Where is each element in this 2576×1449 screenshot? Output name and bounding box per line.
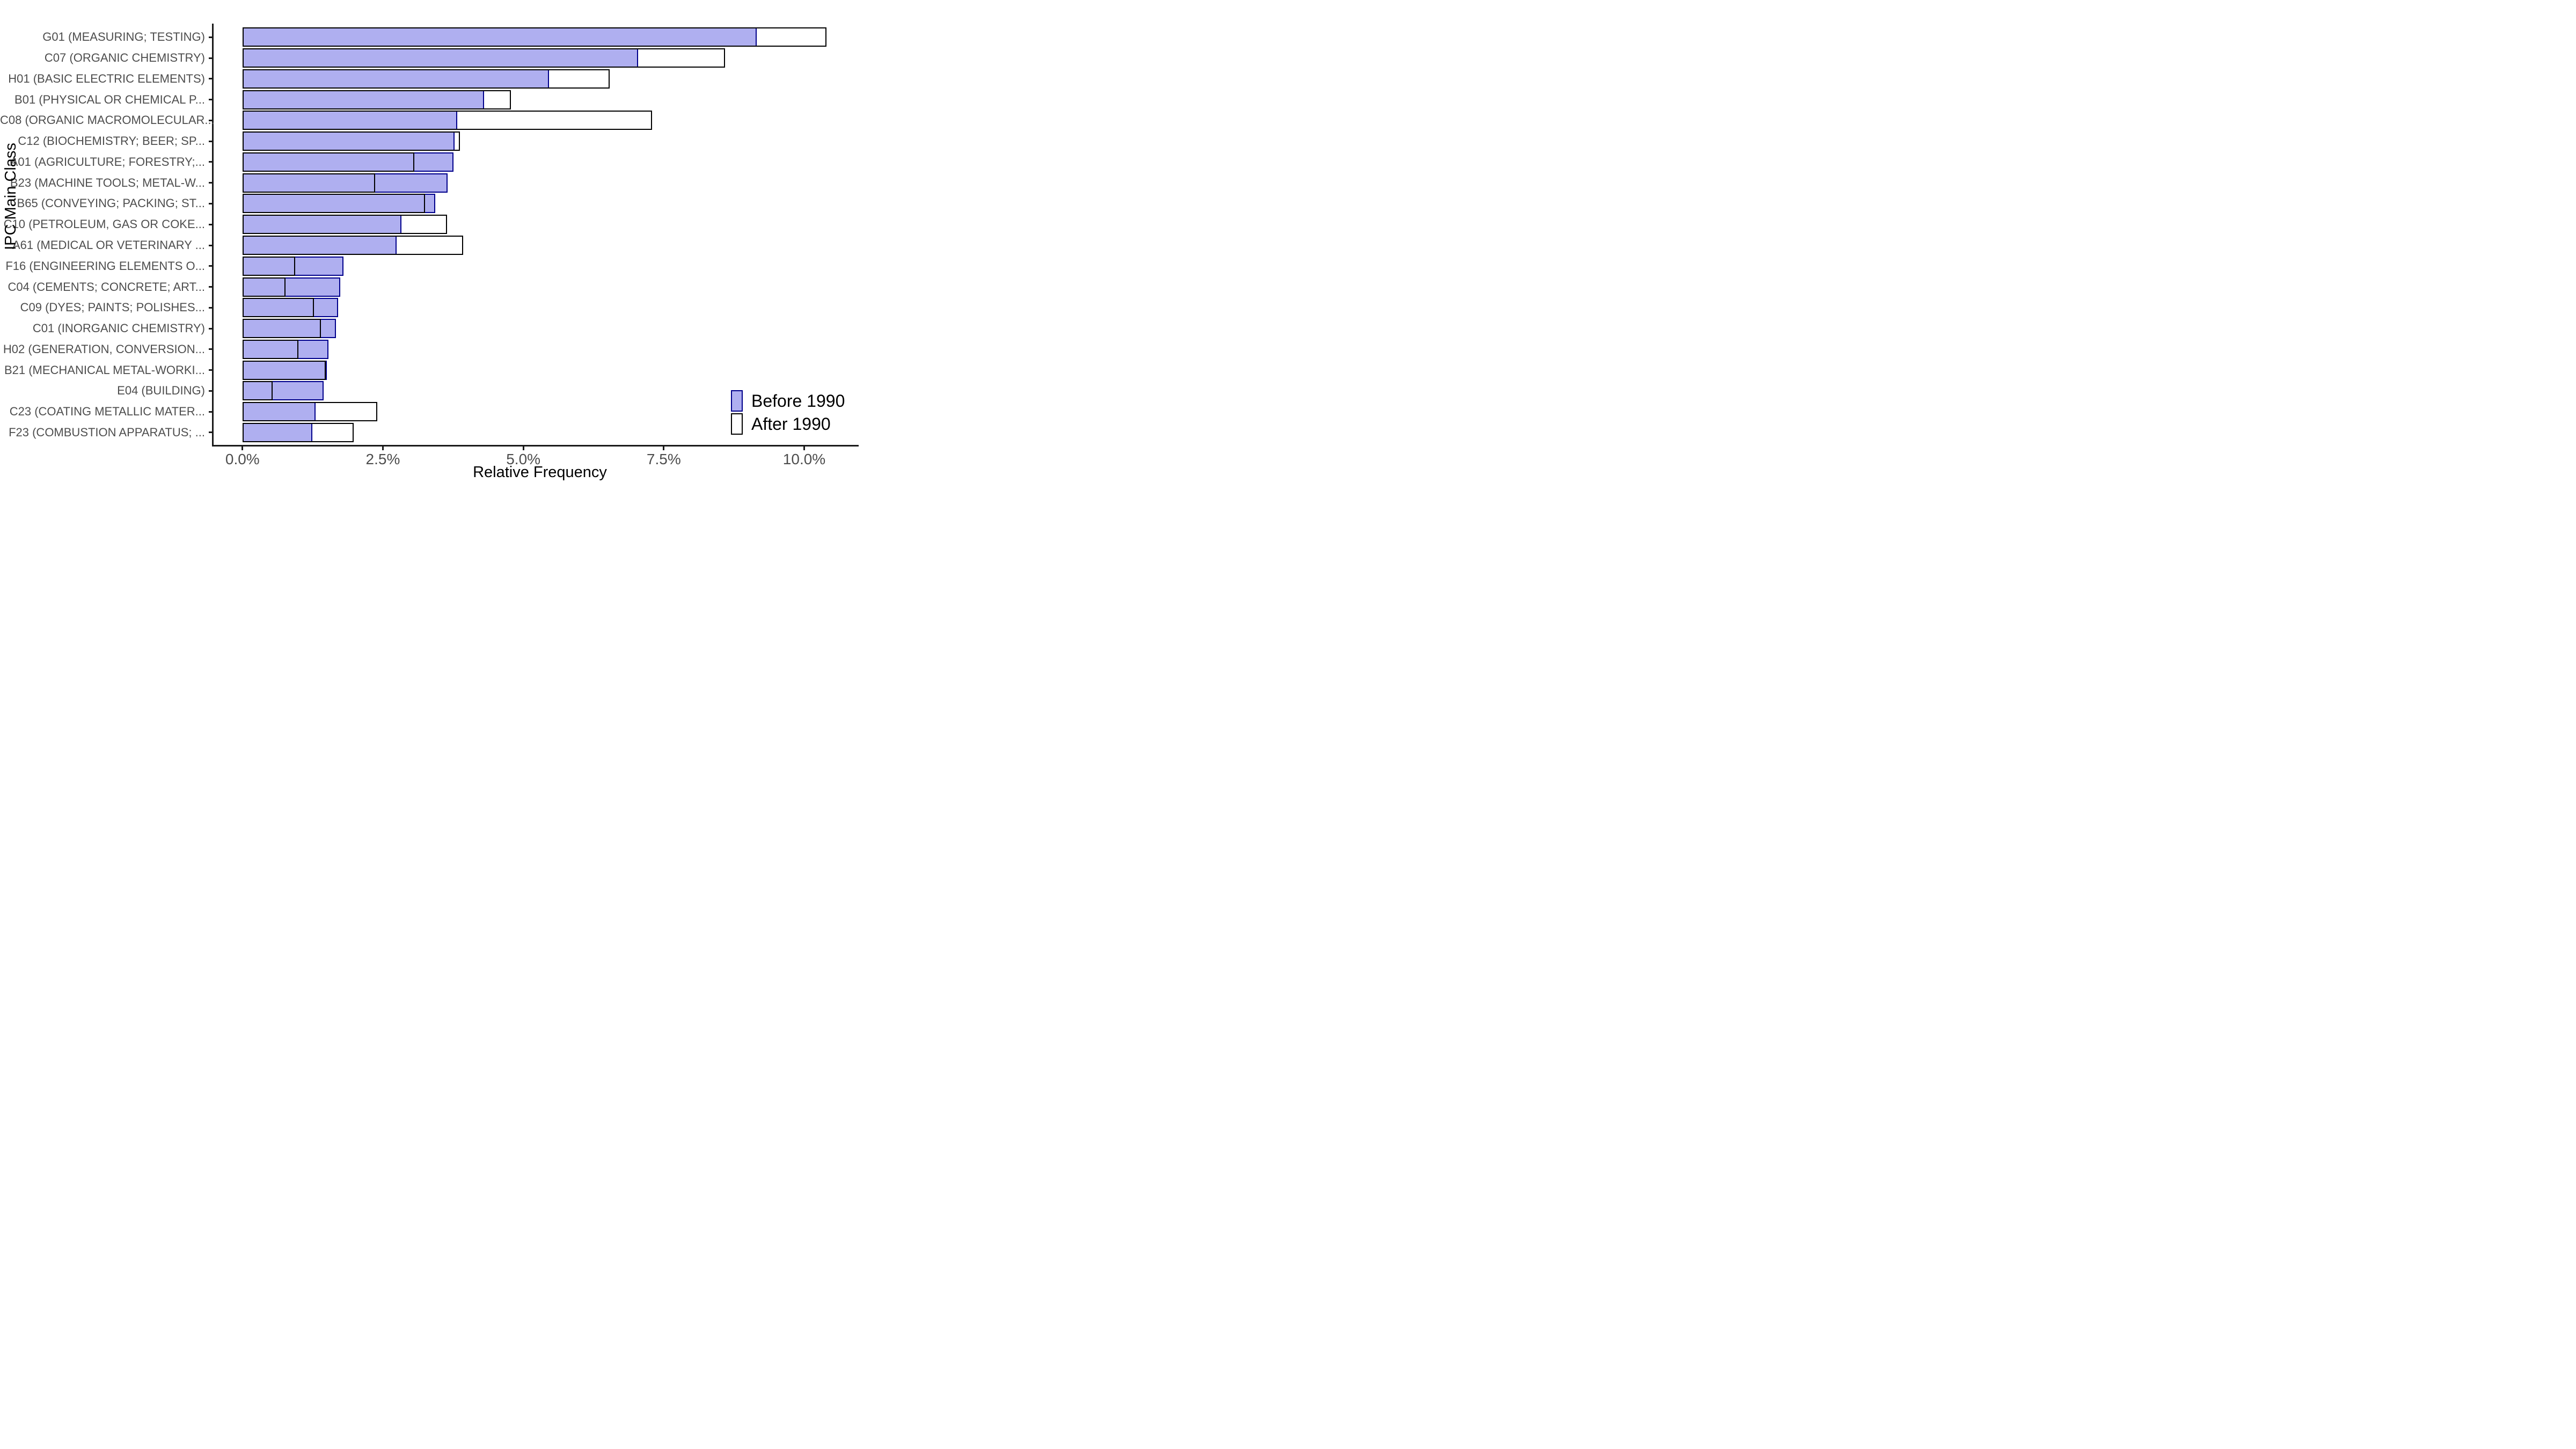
category-label: G01 (MEASURING; TESTING) bbox=[42, 30, 205, 44]
category-label: B21 (MECHANICAL METAL-WORKI... bbox=[4, 363, 205, 377]
bar-after-1990 bbox=[242, 256, 296, 276]
y-tick-mark bbox=[209, 140, 213, 142]
category-label: C08 (ORGANIC MACROMOLECULAR... bbox=[0, 113, 215, 127]
bar-after-1990 bbox=[242, 236, 464, 255]
bar-after-1990 bbox=[242, 69, 610, 89]
category-label: A01 (AGRICULTURE; FORESTRY;... bbox=[10, 155, 205, 169]
bar-after-1990 bbox=[242, 381, 273, 401]
y-tick-mark bbox=[209, 327, 213, 330]
x-tick-mark bbox=[382, 446, 384, 450]
category-label: C07 (ORGANIC CHEMISTRY) bbox=[44, 51, 205, 65]
bar-after-1990 bbox=[242, 152, 415, 172]
bar-after-1990 bbox=[242, 339, 299, 359]
bar-before-1990 bbox=[242, 402, 316, 422]
category-label: F16 (ENGINEERING ELEMENTS O... bbox=[5, 259, 205, 273]
category-label: H02 (GENERATION, CONVERSION... bbox=[3, 342, 205, 356]
bar-after-1990 bbox=[242, 111, 652, 130]
y-tick-mark bbox=[209, 369, 213, 371]
category-label: C23 (COATING METALLIC MATER... bbox=[9, 405, 205, 419]
y-tick-mark bbox=[209, 78, 213, 80]
y-tick-mark bbox=[209, 306, 213, 309]
x-tick-mark bbox=[522, 446, 524, 450]
y-tick-mark bbox=[209, 411, 213, 413]
x-tick-label: 2.5% bbox=[365, 451, 400, 467]
category-label: B23 (MACHINE TOOLS; METAL-W... bbox=[10, 175, 205, 189]
category-label: E04 (BUILDING) bbox=[117, 384, 205, 398]
x-axis-line bbox=[212, 445, 859, 447]
legend-swatch-after-1990 bbox=[731, 413, 743, 435]
legend-swatch-before-1990 bbox=[731, 390, 743, 412]
bar-after-1990 bbox=[242, 422, 354, 442]
category-label: C09 (DYES; PAINTS; POLISHES... bbox=[20, 301, 205, 314]
y-tick-mark bbox=[209, 119, 213, 121]
legend-entry-before: Before 1990 bbox=[731, 390, 845, 412]
x-tick-label: 7.5% bbox=[646, 451, 681, 467]
category-label: C10 (PETROLEUM, GAS OR COKE... bbox=[3, 217, 205, 231]
legend-entry-after: After 1990 bbox=[731, 413, 831, 435]
legend-label-before-1990: Before 1990 bbox=[751, 391, 845, 411]
category-label: C01 (INORGANIC CHEMISTRY) bbox=[32, 321, 205, 335]
bar-after-1990 bbox=[242, 298, 314, 318]
y-tick-mark bbox=[209, 99, 213, 101]
y-tick-mark bbox=[209, 431, 213, 434]
bar-after-1990 bbox=[242, 277, 286, 297]
bar-after-1990 bbox=[242, 319, 321, 339]
bar-after-1990 bbox=[242, 215, 447, 235]
category-label: C04 (CEMENTS; CONCRETE; ART... bbox=[8, 280, 205, 294]
bar-after-1990 bbox=[242, 131, 460, 151]
bar-after-1990 bbox=[242, 173, 375, 193]
bar-after-1990 bbox=[242, 360, 326, 380]
y-tick-mark bbox=[209, 286, 213, 288]
x-tick-label: 0.0% bbox=[225, 451, 260, 467]
bar-after-1990 bbox=[242, 194, 425, 214]
y-tick-mark bbox=[209, 265, 213, 267]
category-label: H01 (BASIC ELECTRIC ELEMENTS) bbox=[8, 71, 205, 85]
category-label: B01 (PHYSICAL OR CHEMICAL P... bbox=[14, 92, 205, 106]
y-tick-mark bbox=[209, 182, 213, 184]
bar-after-1990 bbox=[242, 90, 511, 109]
y-axis-title: IPC Main Class bbox=[2, 143, 19, 250]
y-tick-mark bbox=[209, 348, 213, 350]
category-label: A61 (MEDICAL OR VETERINARY ... bbox=[12, 238, 205, 252]
y-axis-line bbox=[212, 24, 214, 447]
y-tick-mark bbox=[209, 390, 213, 392]
legend-label-after-1990: After 1990 bbox=[751, 414, 831, 434]
y-tick-mark bbox=[209, 244, 213, 246]
bar-after-1990 bbox=[242, 27, 827, 47]
x-tick-mark bbox=[803, 446, 805, 450]
category-label: C12 (BIOCHEMISTRY; BEER; SP... bbox=[18, 134, 205, 148]
x-tick-label: 5.0% bbox=[506, 451, 541, 467]
x-tick-label: 10.0% bbox=[782, 451, 826, 467]
category-label: F23 (COMBUSTION APPARATUS; ... bbox=[9, 425, 205, 439]
bar-after-1990 bbox=[242, 48, 725, 68]
chart-root: G01 (MEASURING; TESTING) C07 (ORGANIC CHE… bbox=[0, 0, 859, 483]
y-tick-mark bbox=[209, 161, 213, 163]
x-tick-mark bbox=[241, 446, 244, 450]
x-axis-title: Relative Frequency bbox=[473, 464, 607, 481]
y-tick-mark bbox=[209, 36, 213, 38]
x-tick-mark bbox=[663, 446, 665, 450]
y-tick-mark bbox=[209, 202, 213, 204]
y-tick-mark bbox=[209, 57, 213, 59]
bar-before-1990 bbox=[242, 277, 340, 297]
y-tick-mark bbox=[209, 223, 213, 225]
bar-after-1990 bbox=[242, 402, 377, 422]
bar-before-1990 bbox=[242, 381, 324, 401]
category-label: B65 (CONVEYING; PACKING; ST... bbox=[17, 196, 205, 210]
bar-before-1990 bbox=[242, 69, 550, 89]
